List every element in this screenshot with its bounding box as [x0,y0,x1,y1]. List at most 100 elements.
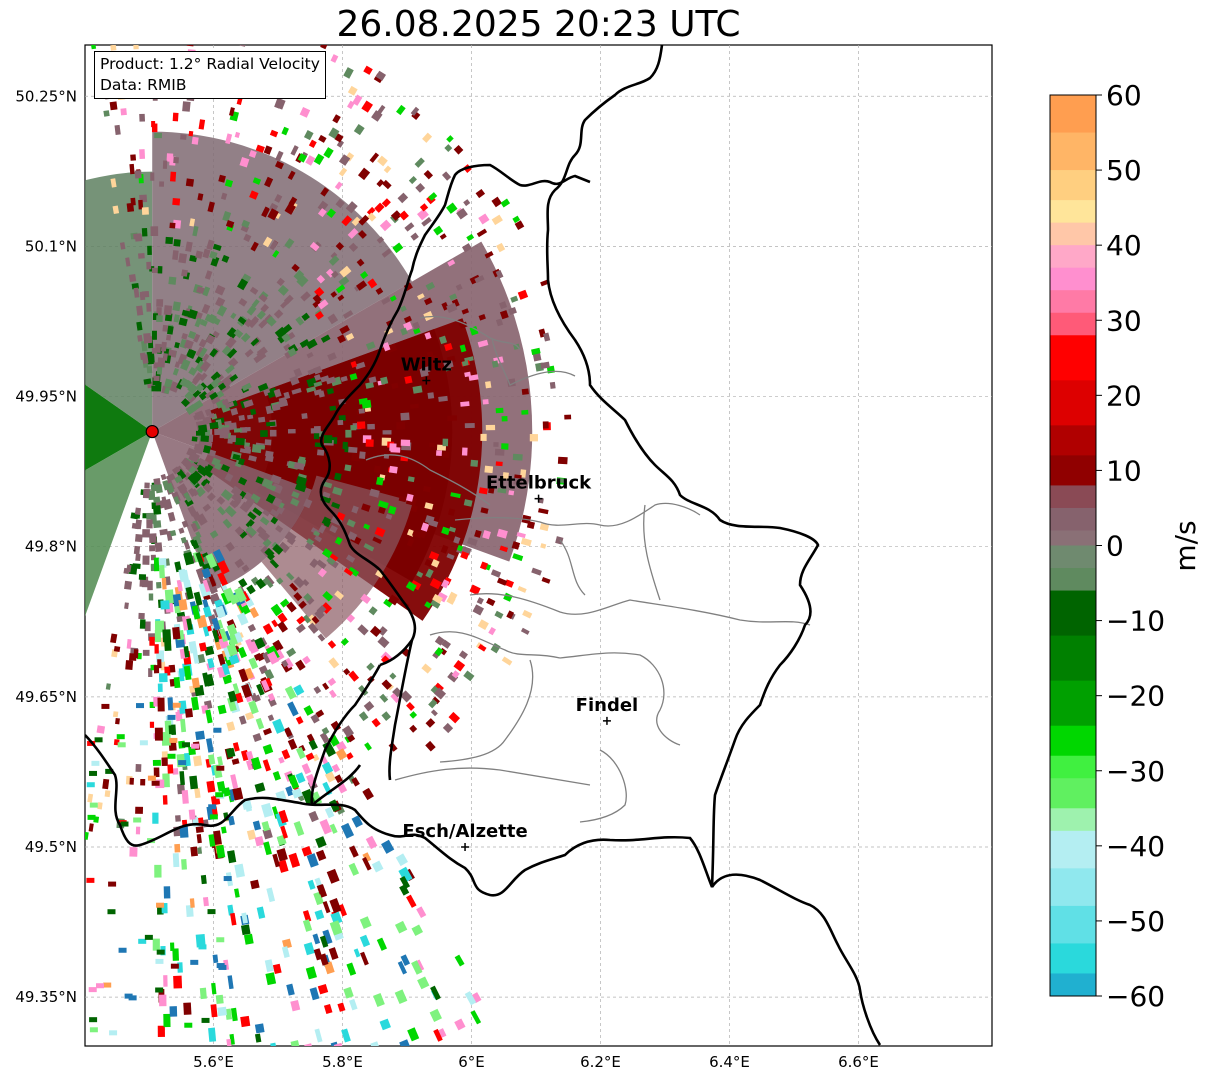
echo-pixel [184,708,194,718]
echo-pixel [261,206,271,218]
echo-pixel [438,395,448,402]
echo-pixel [347,531,358,541]
echo-pixel [198,944,207,950]
echo-pixel [226,643,238,657]
echo-pixel [230,435,237,443]
echo-pixel [313,381,323,388]
echo-pixel [459,344,467,353]
echo-pixel [461,447,468,456]
echo-pixel [156,365,163,375]
echo-pixel [365,439,374,447]
echo-pixel [89,802,98,808]
echo-pixel [347,100,355,110]
echo-pixel [500,198,511,208]
echo-pixel [224,505,237,518]
echo-pixel [191,539,200,550]
echo-pixel [245,519,255,529]
echo-pixel [379,1018,391,1031]
echo-pixel [286,601,297,613]
echo-pixel [86,877,95,883]
echo-pixel [227,975,234,990]
echo-pixel [356,280,368,291]
echo-pixel [202,606,212,618]
echo-pixel [247,511,257,521]
echo-pixel [174,561,182,573]
echo-pixel [202,482,213,493]
echo-pixel [181,309,190,317]
echo-pixel [162,160,168,169]
echo-pixel [297,153,308,163]
echo-pixel [258,416,266,423]
colorbar-band [1050,222,1096,246]
echo-pixel [181,789,189,804]
echo-pixel [365,835,378,850]
echo-pixel [96,983,105,989]
echo-pixel [290,497,300,507]
echo-pixel [423,297,433,306]
echo-pixel [150,172,155,181]
echo-pixel [220,489,233,501]
echo-pixel [226,327,239,339]
echo-pixel [250,241,259,252]
echo-pixel [109,1030,118,1036]
echo-pixel [260,430,268,437]
echo-pixel [478,487,488,495]
source-label: Data: RMIB [100,76,187,94]
radar-site-marker [145,424,159,439]
echo-pixel [180,536,187,544]
echo-pixel [371,860,384,873]
echo-pixel [195,486,206,498]
echo-pixel [205,553,218,569]
colorbar-tick-label: −10 [1106,605,1165,638]
echo-pixel [232,742,240,752]
echo-pixel [187,330,197,340]
echo-pixel [138,574,147,580]
echo-pixel [169,737,178,743]
echo-pixel [329,920,343,936]
echo-pixel [411,960,423,975]
echo-pixel [453,659,466,672]
echo-pixel [187,309,198,320]
echo-pixel [291,787,303,799]
echo-pixel [506,610,515,620]
echo-pixel [134,170,142,179]
echo-pixel [278,541,290,554]
echo-pixel [283,343,292,352]
echo-pixel [369,625,382,638]
echo-pixel [162,480,170,491]
echo-pixel [215,994,224,1005]
echo-pixel [381,679,392,690]
echo-pixel [485,424,496,431]
echo-pixel [202,556,209,565]
echo-pixel [142,649,150,656]
echo-pixel [449,293,458,301]
echo-pixel [289,375,300,386]
echo-pixel [358,408,365,414]
city-label: Ettelbruck [486,473,592,494]
echo-pixel [198,390,209,401]
echo-pixel [412,321,421,330]
echo-pixel [195,250,203,259]
echo-pixel [266,887,276,903]
echo-pixel [477,339,489,348]
lon-tick-label: 6.4°E [709,1053,750,1071]
echo-pixel [130,154,137,161]
echo-pixel [549,381,556,389]
echo-pixel [119,242,126,250]
echo-pixel [283,657,294,669]
echo-pixel [301,845,313,857]
echo-pixel [302,910,312,923]
echo-pixel [173,677,181,689]
echo-pixel [264,176,274,188]
echo-pixel [319,953,329,966]
echo-pixel [488,487,495,494]
echo-pixel [520,627,530,635]
echo-pixel [191,436,198,442]
echo-pixel [172,948,180,961]
echo-pixel [183,645,190,658]
echo-pixel [453,144,464,155]
echo-pixel [124,993,133,999]
echo-pixel [311,615,320,624]
echo-pixel [189,775,199,790]
echo-pixel [409,711,418,719]
